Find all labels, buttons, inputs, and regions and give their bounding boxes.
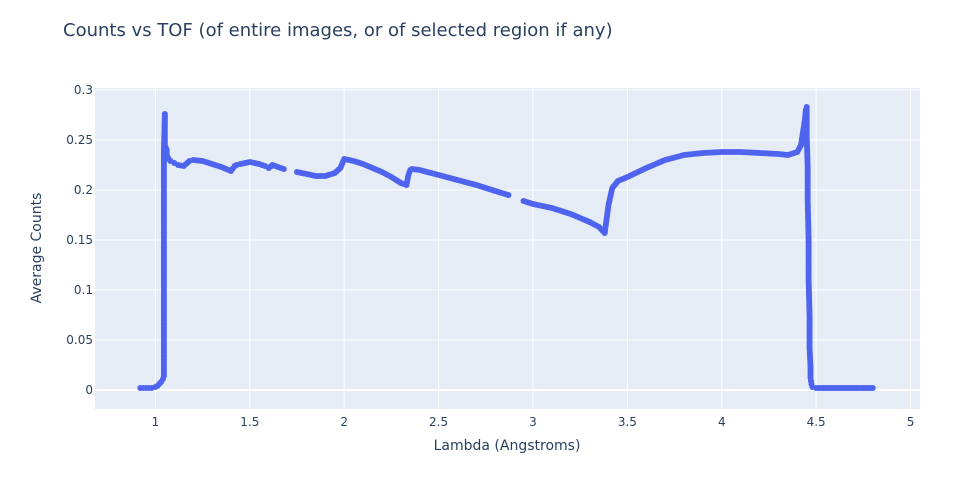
chart-title: Counts vs TOF (of entire images, or of s… [63, 20, 613, 41]
x-tick-label: 4 [718, 415, 726, 429]
data-point [280, 166, 287, 172]
data-point [869, 385, 876, 391]
x-tick-label: 4.5 [807, 415, 826, 429]
x-tick-label: 2.5 [429, 415, 448, 429]
x-tick-label: 2 [340, 415, 348, 429]
grid-lines [95, 88, 920, 409]
y-tick-label: 0.15 [66, 233, 93, 247]
x-tick-label: 3 [529, 415, 537, 429]
plot-area [95, 88, 920, 409]
x-tick-label: 1 [152, 415, 160, 429]
y-axis-title: Average Counts [29, 193, 45, 304]
x-tick-labels: 1 1.5 2 2.5 3 3.5 4 4.5 5 [152, 415, 915, 429]
y-tick-label: 0.05 [66, 333, 93, 347]
data-point [505, 192, 512, 198]
y-tick-label: 0.1 [74, 283, 93, 297]
y-tick-label: 0.3 [74, 83, 93, 97]
x-tick-label: 3.5 [618, 415, 637, 429]
x-tick-label: 5 [907, 415, 915, 429]
data-points [137, 104, 876, 391]
y-tick-label: 0.25 [66, 133, 93, 147]
x-tick-label: 1.5 [240, 415, 259, 429]
y-tick-labels: 0 0.05 0.1 0.15 0.2 0.25 0.3 [66, 83, 93, 397]
y-tick-label: 0 [85, 383, 93, 397]
x-axis-title: Lambda (Angstroms) [434, 438, 581, 454]
y-tick-label: 0.2 [74, 183, 93, 197]
